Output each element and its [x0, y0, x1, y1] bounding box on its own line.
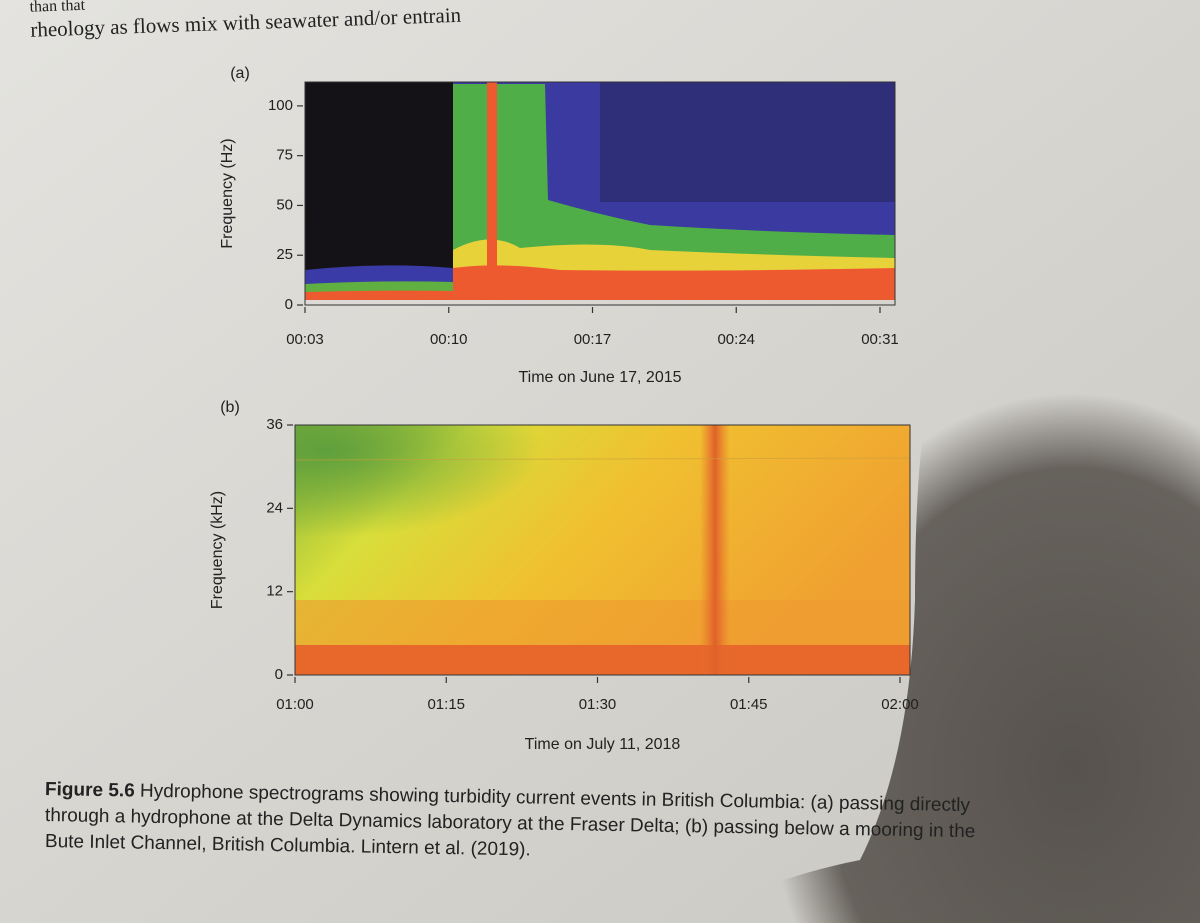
y-tick-label: 36 — [266, 416, 283, 433]
charts: (a) 0 25 50 75 100 00:03 00:10 00:17 00:24 00:31 Ti… — [209, 65, 919, 753]
x-tick-label: 01:45 — [730, 696, 768, 713]
plot-frame — [294, 424, 911, 676]
x-tick-label: 01:00 — [276, 696, 314, 713]
panel-label: (a) — [230, 65, 250, 82]
x-tick-label: 00:03 — [286, 331, 324, 348]
x-axis-label: Time on July 11, 2018 — [525, 736, 681, 753]
running-text: than that — [29, 0, 86, 16]
x-tick-label: 01:30 — [579, 696, 617, 713]
plot-frame — [304, 81, 896, 306]
x-tick-label: 00:10 — [430, 331, 468, 348]
figure-label: Figure 5.6 — [45, 779, 135, 802]
spectrogram-a-image — [305, 82, 895, 300]
x-tick-label: 00:31 — [861, 331, 899, 348]
y-tick-label: 0 — [285, 296, 293, 313]
y-tick-label: 75 — [276, 147, 293, 164]
x-tick-label: 00:17 — [574, 331, 612, 348]
y-tick-label: 25 — [276, 246, 293, 263]
panel-label: (b) — [220, 399, 240, 416]
spectrogram-b-image — [294, 425, 911, 675]
y-tick-label: 50 — [276, 196, 293, 213]
y-tick-label: 100 — [268, 97, 293, 114]
y-tick-label: 0 — [275, 666, 283, 683]
y-tick-label: 24 — [266, 499, 283, 516]
x-tick-label: 02:00 — [881, 696, 919, 713]
x-tick-label: 01:15 — [427, 696, 465, 713]
y-tick-label: 12 — [266, 583, 283, 600]
y-axis-label: Frequency (Hz) — [219, 138, 236, 248]
hand-shadow — [690, 300, 1200, 923]
x-tick-label: 00:24 — [717, 331, 755, 348]
y-axis-label: Frequency (kHz) — [209, 491, 226, 609]
x-axis-label: Time on June 17, 2015 — [518, 369, 681, 386]
